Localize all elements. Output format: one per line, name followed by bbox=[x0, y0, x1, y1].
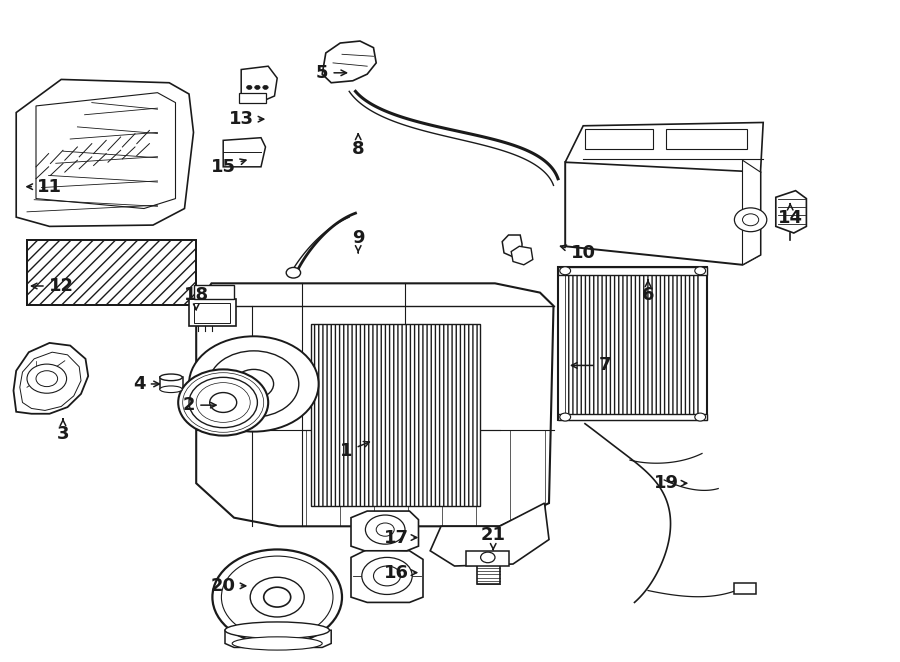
Circle shape bbox=[250, 577, 304, 617]
Text: 5: 5 bbox=[316, 64, 346, 82]
Ellipse shape bbox=[160, 374, 182, 381]
Circle shape bbox=[374, 566, 400, 586]
Bar bbox=[558, 267, 706, 420]
Bar bbox=[585, 129, 652, 149]
Text: 14: 14 bbox=[778, 204, 803, 228]
Circle shape bbox=[212, 549, 342, 645]
Circle shape bbox=[36, 371, 58, 387]
Polygon shape bbox=[196, 283, 554, 526]
Polygon shape bbox=[430, 503, 549, 566]
Bar bbox=[27, 240, 196, 305]
Text: 2: 2 bbox=[183, 396, 216, 414]
Circle shape bbox=[695, 267, 706, 275]
Bar bbox=[310, 324, 480, 506]
Bar bbox=[238, 93, 266, 103]
Text: 7: 7 bbox=[572, 356, 611, 375]
Circle shape bbox=[560, 413, 571, 421]
Circle shape bbox=[376, 523, 394, 536]
Bar bbox=[477, 556, 500, 584]
Bar bbox=[558, 267, 706, 275]
Bar bbox=[160, 377, 183, 389]
Polygon shape bbox=[241, 66, 277, 103]
Text: 19: 19 bbox=[653, 474, 687, 493]
Polygon shape bbox=[776, 191, 806, 233]
Polygon shape bbox=[16, 79, 194, 226]
Circle shape bbox=[178, 369, 268, 436]
Bar bbox=[558, 414, 706, 420]
Circle shape bbox=[234, 369, 274, 399]
Text: 8: 8 bbox=[352, 134, 365, 158]
Bar bbox=[565, 271, 698, 416]
Text: 9: 9 bbox=[352, 229, 365, 253]
Text: 4: 4 bbox=[133, 375, 159, 393]
Circle shape bbox=[255, 85, 260, 89]
Polygon shape bbox=[322, 41, 376, 83]
Circle shape bbox=[695, 413, 706, 421]
Circle shape bbox=[742, 214, 759, 226]
Circle shape bbox=[189, 377, 257, 428]
Bar bbox=[310, 324, 480, 506]
Ellipse shape bbox=[160, 386, 182, 393]
Text: 3: 3 bbox=[57, 419, 69, 443]
Text: 6: 6 bbox=[642, 280, 654, 304]
Bar bbox=[189, 299, 236, 326]
Bar bbox=[666, 129, 747, 149]
Polygon shape bbox=[742, 160, 760, 265]
Polygon shape bbox=[511, 246, 533, 265]
Circle shape bbox=[365, 515, 405, 544]
Circle shape bbox=[734, 208, 767, 232]
Polygon shape bbox=[225, 630, 331, 647]
Polygon shape bbox=[565, 160, 760, 265]
Text: 21: 21 bbox=[481, 526, 506, 549]
Bar bbox=[194, 285, 234, 299]
Circle shape bbox=[189, 336, 319, 432]
Text: 12: 12 bbox=[32, 277, 74, 295]
Polygon shape bbox=[351, 511, 418, 551]
Polygon shape bbox=[565, 122, 763, 172]
Text: 1: 1 bbox=[340, 442, 369, 461]
Circle shape bbox=[481, 552, 495, 563]
Polygon shape bbox=[14, 343, 88, 414]
Bar bbox=[27, 240, 196, 305]
Text: 15: 15 bbox=[211, 158, 246, 176]
Text: 13: 13 bbox=[229, 110, 264, 128]
Circle shape bbox=[247, 85, 252, 89]
Polygon shape bbox=[351, 549, 423, 602]
Bar bbox=[194, 303, 230, 323]
Circle shape bbox=[362, 557, 412, 594]
Circle shape bbox=[264, 587, 291, 607]
Circle shape bbox=[286, 267, 301, 278]
Circle shape bbox=[263, 85, 268, 89]
Circle shape bbox=[209, 351, 299, 417]
Polygon shape bbox=[223, 138, 266, 167]
Text: 11: 11 bbox=[27, 177, 62, 196]
Bar bbox=[27, 240, 196, 305]
Circle shape bbox=[210, 393, 237, 412]
Ellipse shape bbox=[232, 637, 322, 650]
Text: 16: 16 bbox=[383, 563, 417, 582]
Text: 18: 18 bbox=[184, 285, 209, 310]
Circle shape bbox=[560, 267, 571, 275]
Bar bbox=[310, 324, 480, 506]
Bar bbox=[565, 271, 698, 416]
Text: 20: 20 bbox=[211, 577, 246, 595]
Polygon shape bbox=[502, 235, 522, 257]
Text: 17: 17 bbox=[383, 528, 417, 547]
Bar bbox=[734, 583, 756, 594]
Bar bbox=[466, 551, 509, 566]
Ellipse shape bbox=[225, 622, 329, 638]
Text: 10: 10 bbox=[561, 244, 596, 262]
Circle shape bbox=[27, 364, 67, 393]
